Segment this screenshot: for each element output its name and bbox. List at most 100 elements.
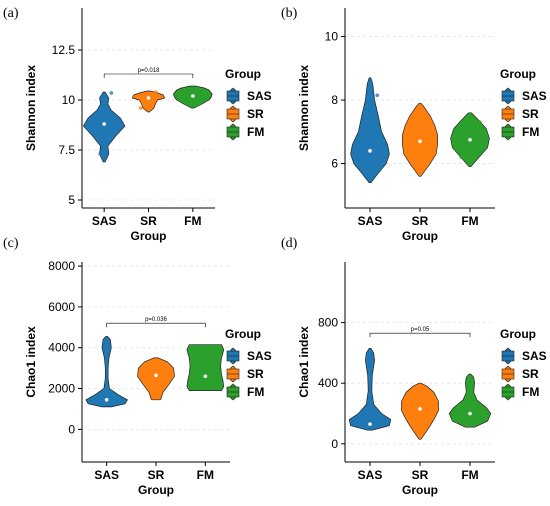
violin-sr: [401, 382, 439, 440]
median-point: [203, 374, 208, 379]
x-tick-label: SR: [412, 214, 429, 228]
legend-label-sas: SAS: [522, 89, 547, 103]
panel-3: (c) 0 2000 4000 6000 8000 SAS SR FM Group Chao1 in…: [3, 236, 272, 497]
violin-sr: [131, 90, 166, 113]
legend: Group SAS SR FM: [225, 327, 272, 401]
legend-label-sas: SAS: [247, 349, 272, 363]
legend-label-sas: SAS: [247, 89, 272, 103]
legend-label-fm: FM: [247, 125, 264, 139]
y-tick-label: 4000: [48, 341, 75, 355]
data-point: [479, 130, 484, 134]
y-axis-label: Shannon index: [24, 65, 38, 151]
y-tick-label: 8: [331, 93, 338, 107]
y-tick-label: 6: [331, 157, 338, 171]
data-point: [377, 133, 381, 137]
median-point: [418, 407, 422, 411]
legend-label-sr: SR: [247, 107, 264, 121]
x-axis-label: Group: [402, 229, 438, 243]
significance-bracket: [369, 332, 471, 338]
legend-title: Group: [500, 67, 536, 81]
data-point: [479, 408, 484, 413]
violin-sas: [350, 77, 390, 183]
x-tick-label: SAS: [358, 468, 383, 482]
legend-label-sr: SR: [247, 367, 264, 381]
x-axis-label: Group: [402, 483, 438, 497]
data-point: [478, 120, 482, 125]
y-tick-label: 400: [318, 376, 338, 390]
median-point: [102, 122, 106, 126]
y-tick-label: 12.5: [52, 43, 76, 57]
data-point: [375, 93, 380, 98]
median-point: [418, 139, 422, 144]
y-tick-label: 0: [68, 422, 75, 436]
panel-letter: (c): [3, 236, 19, 251]
legend-label-fm: FM: [522, 125, 539, 139]
x-tick-label: FM: [197, 468, 214, 482]
y-tick-label: 7.5: [58, 143, 75, 157]
violin-sr: [137, 357, 175, 401]
panel-2: (b) 6 8 10 SAS SR FM Group Shannon index Group SAS…: [281, 6, 547, 243]
x-tick-label: FM: [184, 214, 201, 228]
x-tick-label: SAS: [92, 214, 117, 228]
legend-label-sas: SAS: [522, 349, 547, 363]
y-tick-label: 10: [325, 30, 339, 44]
median-point: [191, 94, 195, 98]
y-axis-label: Chao1 index: [297, 326, 311, 398]
legend-label-sr: SR: [522, 107, 539, 121]
x-axis-label: Group: [131, 229, 167, 243]
median-point: [368, 422, 372, 426]
data-point: [216, 386, 220, 391]
panel-letter: (d): [281, 236, 298, 251]
significance-label: p=0.05: [411, 327, 430, 333]
median-point: [154, 373, 158, 378]
legend-title: Group: [500, 327, 536, 341]
y-tick-label: 0: [331, 437, 338, 451]
data-point: [98, 152, 102, 156]
y-axis-label: Chao1 index: [24, 326, 38, 398]
x-tick-label: SR: [412, 468, 429, 482]
legend: Group SAS SR FM: [500, 327, 547, 401]
y-tick-label: 6000: [48, 300, 75, 314]
legend: Group SAS SR FM: [500, 67, 547, 141]
panel-letter: (b): [281, 6, 298, 21]
x-tick-label: FM: [461, 214, 478, 228]
x-tick-label: SAS: [358, 214, 383, 228]
significance-bracket: [106, 322, 206, 328]
data-point: [191, 87, 195, 91]
data-point: [153, 90, 158, 94]
violin-fm: [186, 344, 225, 391]
significance-bracket: [103, 73, 194, 78]
data-point: [164, 362, 168, 366]
y-tick-label: 8000: [48, 259, 75, 273]
legend-label-sr: SR: [522, 367, 539, 381]
violin-sas: [348, 348, 392, 431]
x-axis-label: Group: [138, 483, 174, 497]
y-axis-label: Shannon index: [297, 65, 311, 151]
y-tick-label: 2000: [48, 382, 75, 396]
y-tick-label: 800: [318, 316, 338, 330]
median-point: [146, 96, 151, 100]
x-tick-label: SAS: [94, 468, 119, 482]
violin-sas: [83, 91, 126, 163]
data-point: [199, 89, 204, 93]
violin-sas: [85, 336, 128, 408]
legend-title: Group: [225, 67, 261, 81]
data-point: [358, 416, 362, 420]
x-tick-label: SR: [140, 214, 157, 228]
x-tick-label: FM: [461, 468, 478, 482]
legend-label-fm: FM: [522, 385, 539, 399]
x-tick-label: SR: [148, 468, 165, 482]
median-point: [368, 149, 372, 153]
data-point: [138, 106, 143, 110]
y-tick-label: 10: [62, 93, 76, 107]
legend: Group SAS SR FM: [225, 67, 272, 141]
y-tick-label: 5: [68, 193, 75, 207]
significance-label: p=0.036: [145, 317, 168, 323]
panel-1: (a) 5 7.5 10 12.5 SAS SR FM Group Shannon index p=…: [3, 6, 272, 243]
significance-label: p=0.018: [138, 68, 161, 74]
legend-label-fm: FM: [247, 385, 264, 399]
legend-title: Group: [225, 327, 261, 341]
panel-letter: (a): [3, 6, 19, 21]
median-point: [468, 411, 472, 416]
